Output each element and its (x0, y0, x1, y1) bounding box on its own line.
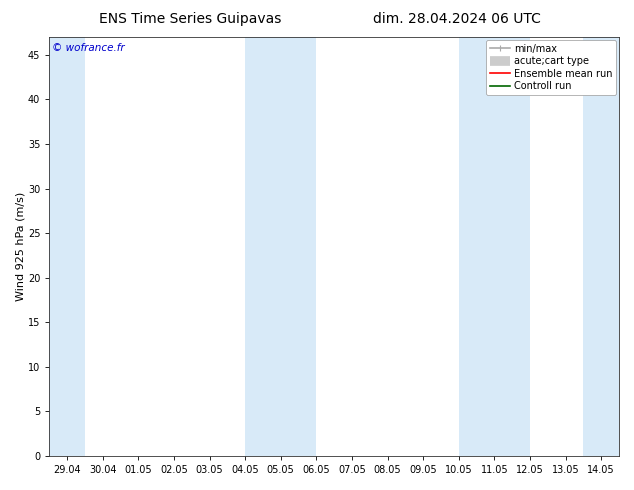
Bar (49, 37, 85, 456)
Text: ENS Time Series Guipavas: ENS Time Series Guipavas (99, 12, 281, 26)
Text: dim. 28.04.2024 06 UTC: dim. 28.04.2024 06 UTC (373, 12, 540, 26)
Legend: min/max, acute;cart type, Ensemble mean run, Controll run: min/max, acute;cart type, Ensemble mean … (486, 40, 616, 95)
Bar (245, 37, 316, 456)
Text: © wofrance.fr: © wofrance.fr (52, 43, 125, 53)
Bar (459, 37, 530, 456)
Y-axis label: Wind 925 hPa (m/s): Wind 925 hPa (m/s) (15, 192, 25, 301)
Bar (583, 37, 619, 456)
